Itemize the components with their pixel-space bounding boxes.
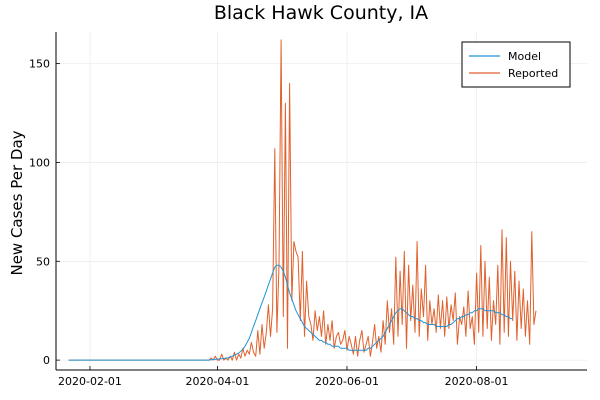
y-tick-label: 0	[43, 354, 50, 367]
series-line-reported	[68, 39, 537, 361]
legend-label-reported: Reported	[508, 67, 558, 80]
x-tick-label: 2020-04-01	[185, 375, 249, 388]
y-tick-label: 50	[36, 255, 50, 268]
legend-label-model: Model	[508, 50, 541, 63]
y-tick-label: 100	[29, 156, 50, 169]
axes	[55, 32, 587, 371]
x-tick-label: 2020-06-01	[315, 375, 379, 388]
legend-box	[461, 41, 571, 88]
x-tick-label: 2020-08-01	[445, 375, 509, 388]
series-lines	[68, 39, 537, 361]
ticks: 0 50 100 150 2020-02-01 2020-04-01 2020-06-01 2…	[29, 58, 509, 388]
legend: Model Reported	[461, 41, 571, 88]
grid-lines	[56, 32, 587, 370]
x-tick-label: 2020-02-01	[58, 375, 122, 388]
chart-title: Black Hawk County, IA	[214, 2, 428, 24]
y-tick-label: 150	[29, 58, 50, 71]
series-line-model	[68, 264, 513, 361]
y-axis-label: New Cases Per Day	[8, 130, 26, 275]
